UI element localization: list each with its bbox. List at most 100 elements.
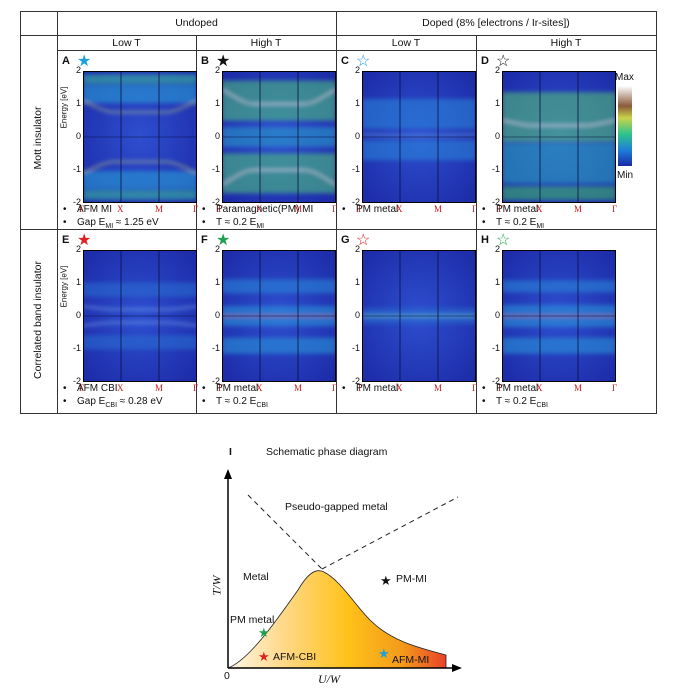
x-tick-label: Γ (612, 204, 618, 214)
panel-star-icon: ★ (216, 53, 231, 70)
y-tick-label: -1 (211, 164, 220, 174)
panel-note-1: PM metal (342, 203, 398, 216)
panel-note-2: T ≈ 0.2 ECBI (482, 395, 548, 412)
panel-notes: AFM MIGap EMI ≈ 1.25 eV (63, 203, 159, 233)
y-tick-label: 2 (75, 244, 81, 254)
header-doped: Doped (8% [electrons / Ir-sites]) (422, 17, 570, 29)
y-tick-label: 1 (75, 98, 81, 108)
panel-star-icon: ☆ (496, 53, 511, 70)
y-tick-label: 1 (494, 98, 500, 108)
y-tick-label: -2 (72, 197, 81, 207)
y-tick-label: 1 (494, 277, 500, 287)
panel-letter: B (201, 55, 209, 67)
panel-notes: AFM CBIGap ECBI ≈ 0.28 eV (63, 382, 163, 412)
y-tick-label: 1 (214, 98, 220, 108)
note-subscript: MI (536, 223, 545, 230)
phase-star-pm-mi: ★ (380, 573, 392, 588)
phase-region-afmmi: AFM-MI (392, 654, 430, 666)
y-tick-label: 2 (494, 244, 500, 254)
phase-xlabel: U/W (318, 672, 340, 686)
phase-origin: 0 (224, 670, 230, 682)
y-tick-label: 0 (494, 131, 500, 141)
x-tick-label: Γ (612, 383, 618, 393)
y-tick-label: -2 (351, 197, 360, 207)
y-tick-label: -1 (72, 164, 81, 174)
y-tick-label: 0 (75, 131, 81, 141)
note-text: T ≈ 0.2 E (496, 217, 537, 228)
panel-letter: E (62, 234, 70, 246)
y-tick-label: -1 (351, 343, 360, 353)
x-tick-label: Γ (193, 204, 199, 214)
phase-star-afm-cbi: ★ (258, 649, 270, 664)
phase-plot: ★ ★ ★ ★ (224, 469, 462, 672)
y-tick-label: -2 (491, 197, 500, 207)
note-text: T ≈ 0.2 E (216, 217, 257, 228)
y-tick-label: 2 (494, 65, 500, 75)
x-tick-label: X (396, 204, 403, 214)
phase-star-pm-metal: ★ (258, 625, 270, 640)
y-tick-label: -2 (491, 376, 500, 386)
y-tick-label: 2 (354, 244, 360, 254)
panel-note-2: T ≈ 0.2 EMI (482, 216, 544, 233)
x-tick-label: X (396, 383, 403, 393)
panel-note-1: PM metal (202, 382, 268, 395)
x-tick-label: Γ (472, 204, 478, 214)
note-subscript: CBI (256, 402, 268, 409)
y-tick-label: 1 (354, 98, 360, 108)
panel-letter: F (201, 234, 208, 246)
band-plot (502, 71, 616, 203)
panel-letter: G (341, 234, 350, 246)
x-tick-label: M (434, 204, 443, 214)
x-tick-label: Γ (332, 204, 338, 214)
x-tick-label: M (574, 204, 583, 214)
band-plot (362, 250, 476, 382)
panel-star-icon: ★ (216, 232, 231, 249)
x-tick-label: M (574, 383, 583, 393)
phase-region-pmmi: PM-MI (396, 573, 427, 585)
y-tick-label: 0 (75, 310, 81, 320)
y-tick-label: -2 (351, 376, 360, 386)
panel-notes: PM metal (342, 203, 398, 216)
panel-note-2: Gap ECBI ≈ 0.28 eV (63, 395, 163, 412)
energy-axis-label: Energy [eV] (59, 265, 69, 308)
panel-letter: D (481, 55, 489, 67)
note-text: T ≈ 0.2 E (496, 396, 537, 407)
panel-note-2: T ≈ 0.2 ECBI (202, 395, 268, 412)
band-plot (502, 250, 616, 382)
phase-letter: I (229, 446, 232, 458)
panel-star-icon: ☆ (496, 232, 511, 249)
band-plot (83, 250, 197, 382)
y-tick-label: 2 (214, 65, 220, 75)
y-tick-label: -2 (211, 376, 220, 386)
panel-note-1: PM metal (482, 203, 544, 216)
panel-star-icon: ★ (77, 53, 92, 70)
panel-star-icon: ☆ (356, 53, 371, 70)
panel-notes: PM metal (342, 382, 398, 395)
note-subscript: MI (256, 223, 265, 230)
y-tick-label: 0 (214, 310, 220, 320)
energy-axis-label: Energy [eV] (59, 86, 69, 129)
panel-notes: PM metalT ≈ 0.2 ECBI (202, 382, 268, 412)
y-tick-label: -1 (72, 343, 81, 353)
y-tick-label: 1 (214, 277, 220, 287)
col-header-1: Low T (112, 37, 141, 49)
note-text: T ≈ 0.2 E (216, 396, 257, 407)
col-header-3: Low T (391, 37, 421, 49)
y-tick-label: 1 (75, 277, 81, 287)
y-tick-label: -1 (211, 343, 220, 353)
panel-letter: C (341, 55, 349, 67)
colorbar-max: Max (615, 72, 634, 83)
band-plot (222, 250, 336, 382)
y-tick-label: 0 (214, 131, 220, 141)
panel-note-2: Gap EMI ≈ 1.25 eV (63, 216, 159, 233)
phase-region-pmmetal: PM metal (230, 614, 275, 626)
panel-star-icon: ☆ (356, 232, 371, 249)
phase-region-metal: Metal (243, 571, 269, 583)
phase-region-afmcbi: AFM-CBI (273, 651, 317, 663)
y-tick-label: 2 (214, 244, 220, 254)
phase-star-afm-mi: ★ (378, 646, 390, 661)
y-tick-label: -2 (211, 197, 220, 207)
panel-letter: A (62, 55, 70, 67)
y-tick-label: -2 (72, 376, 81, 386)
panel-letter: H (481, 234, 489, 246)
